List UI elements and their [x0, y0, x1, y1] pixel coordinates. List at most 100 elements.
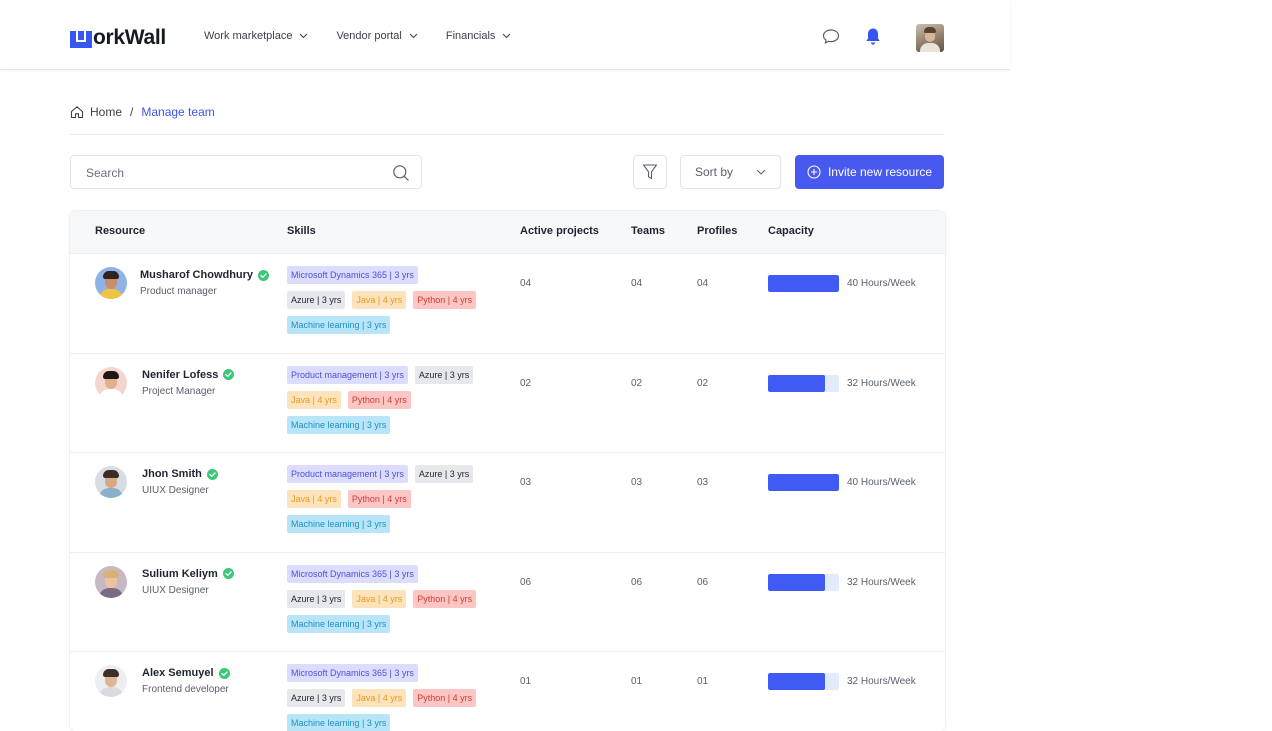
profiles-value: 04	[697, 278, 709, 289]
active-projects-value: 06	[520, 576, 532, 588]
skill-tag[interactable]: Azure | 3 yrs	[287, 589, 346, 608]
table-row[interactable]: Sulium Keliym UIUX Designer Microsoft Dyna…	[70, 551, 945, 652]
table-row[interactable]: Musharof Chowdhury Product manager Microso…	[70, 253, 945, 353]
skill-tag[interactable]: Microsoft Dynamics 365 | 3 yrs	[287, 664, 418, 682]
capacity-fill	[768, 275, 839, 292]
skill-tag[interactable]: Python | 4 yrs	[413, 589, 477, 608]
main-nav: Work marketplace Vendor portal Financial…	[204, 30, 539, 42]
resource-role: Project Manager	[142, 385, 216, 397]
search-box	[70, 155, 422, 189]
skill-tag[interactable]: Machine learning | 3 yrs	[287, 714, 391, 731]
resource-name[interactable]: Musharof Chowdhury	[140, 269, 270, 281]
teams-value: 06	[631, 576, 643, 588]
skill-tag[interactable]: Machine learning | 3 yrs	[287, 515, 391, 533]
active-projects-value: 02	[520, 377, 532, 389]
nav-item-label: Vendor portal	[336, 30, 402, 42]
verified-check-icon	[223, 369, 235, 380]
skills-list: Microsoft Dynamics 365 | 3 yrs Azure | 3 …	[287, 266, 497, 341]
skill-tag[interactable]: Product management | 3 yrs	[287, 365, 408, 384]
table-row[interactable]: Alex Semuyel Frontend developer Microsoft …	[70, 651, 945, 731]
chat-icon[interactable]	[822, 28, 840, 45]
header-capacity[interactable]: Capacity	[768, 225, 814, 237]
skill-tag[interactable]: Python | 4 yrs	[347, 390, 411, 409]
skill-tag[interactable]: Java | 4 yrs	[287, 490, 341, 508]
active-projects-value: 01	[520, 676, 532, 687]
home-icon	[70, 106, 84, 119]
skill-tag[interactable]: Machine learning | 3 yrs	[287, 415, 391, 434]
chevron-down-icon	[409, 33, 418, 39]
header-skills[interactable]: Skills	[287, 225, 316, 237]
nav-item-label: Work marketplace	[204, 30, 293, 42]
skill-tag[interactable]: Machine learning | 3 yrs	[287, 316, 391, 334]
teams-value: 04	[631, 278, 643, 289]
nav-item-label: Financials	[445, 30, 496, 42]
verified-check-icon	[258, 269, 270, 281]
breadcrumb: Home / Manage team	[70, 105, 215, 119]
skill-tag[interactable]: Azure | 3 yrs	[414, 365, 474, 384]
skill-tag[interactable]: Azure | 3 yrs	[414, 465, 474, 483]
resource-name[interactable]: Alex Semuyel	[142, 667, 230, 679]
header-resource[interactable]: Resource	[95, 225, 146, 237]
user-avatar[interactable]	[916, 24, 944, 52]
skills-list: Product management | 3 yrs Azure | 3 yrs J…	[287, 465, 497, 540]
bell-icon[interactable]	[864, 27, 882, 47]
skill-tag[interactable]: Java | 4 yrs	[352, 589, 407, 608]
skills-list: Microsoft Dynamics 365 | 3 yrs Azure | 3 …	[287, 664, 497, 731]
breadcrumb-separator: /	[130, 105, 134, 119]
capacity-text: 32 Hours/Week	[847, 377, 916, 389]
active-projects-value: 03	[520, 477, 532, 488]
filter-button[interactable]	[633, 155, 667, 189]
resource-name-text: Musharof Chowdhury	[140, 269, 254, 281]
resource-role: Frontend developer	[142, 684, 229, 695]
chevron-down-icon	[503, 33, 511, 39]
resource-name[interactable]: Nenifer Lofess	[142, 369, 235, 381]
skill-tag[interactable]: Machine learning | 3 yrs	[287, 614, 391, 633]
skill-tag[interactable]: Python | 4 yrs	[413, 689, 477, 707]
capacity-text: 40 Hours/Week	[847, 278, 916, 289]
skill-tag[interactable]: Azure | 3 yrs	[287, 689, 346, 707]
filter-icon	[642, 164, 658, 180]
capacity-bar	[768, 573, 839, 591]
skill-tag[interactable]: Microsoft Dynamics 365 | 3 yrs	[287, 564, 418, 583]
capacity-text: 32 Hours/Week	[847, 676, 916, 687]
skill-tag[interactable]: Azure | 3 yrs	[287, 291, 346, 309]
skill-tag[interactable]: Product management | 3 yrs	[287, 465, 408, 483]
capacity-text: 32 Hours/Week	[847, 576, 916, 588]
logo-text: orkWall	[93, 26, 166, 49]
resource-role: UIUX Designer	[142, 584, 209, 596]
table-row[interactable]: Jhon Smith UIUX Designer Product managemen…	[70, 452, 945, 552]
skill-tag[interactable]: Microsoft Dynamics 365 | 3 yrs	[287, 266, 418, 284]
resource-avatar	[95, 565, 127, 598]
table-row[interactable]: Nenifer Lofess Project Manager Product man…	[70, 352, 945, 453]
header-active-projects[interactable]: Active projects	[520, 225, 599, 237]
search-input[interactable]	[84, 165, 378, 181]
top-navigation-bar: orkWall Work marketplace Vendor portal F…	[0, 0, 1010, 70]
resource-name-text: Jhon Smith	[142, 468, 202, 480]
invite-new-resource-button[interactable]: Invite new resource	[795, 155, 944, 189]
header-teams[interactable]: Teams	[631, 225, 666, 237]
profiles-value: 03	[697, 477, 709, 488]
capacity-fill	[768, 474, 839, 491]
skill-tag[interactable]: Python | 4 yrs	[347, 490, 411, 508]
logo-mark-icon	[70, 29, 92, 48]
nav-work-marketplace[interactable]: Work marketplace	[204, 30, 308, 42]
resource-name[interactable]: Sulium Keliym	[142, 568, 234, 580]
resource-name[interactable]: Jhon Smith	[142, 468, 218, 480]
breadcrumb-home[interactable]: Home	[70, 105, 122, 119]
nav-financials[interactable]: Financials	[446, 30, 512, 42]
skill-tag[interactable]: Java | 4 yrs	[287, 390, 341, 409]
header-profiles[interactable]: Profiles	[697, 225, 738, 237]
resources-table: Resource Skills Active projects Teams Pr…	[70, 211, 945, 731]
verified-check-icon	[206, 468, 218, 480]
profiles-value: 06	[697, 576, 709, 588]
teams-value: 02	[631, 377, 643, 389]
capacity-bar	[768, 374, 839, 392]
search-icon[interactable]	[392, 164, 410, 182]
skill-tag[interactable]: Java | 4 yrs	[352, 291, 407, 309]
skill-tag[interactable]: Java | 4 yrs	[352, 689, 407, 707]
resource-name-text: Alex Semuyel	[142, 667, 214, 679]
skill-tag[interactable]: Python | 4 yrs	[413, 291, 477, 309]
nav-vendor-portal[interactable]: Vendor portal	[336, 30, 418, 42]
workwall-logo[interactable]: orkWall	[70, 26, 166, 50]
sort-dropdown[interactable]: Sort by	[680, 155, 781, 189]
